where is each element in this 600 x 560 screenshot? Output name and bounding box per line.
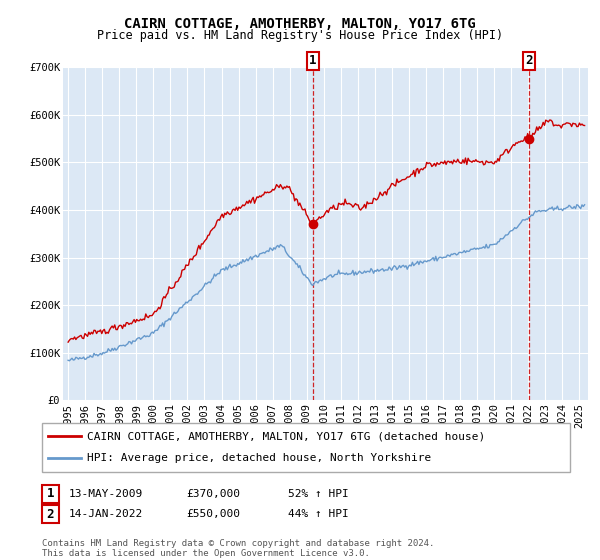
Text: 52% ↑ HPI: 52% ↑ HPI [288, 489, 349, 499]
Text: CAIRN COTTAGE, AMOTHERBY, MALTON, YO17 6TG: CAIRN COTTAGE, AMOTHERBY, MALTON, YO17 6… [124, 17, 476, 31]
Text: 2: 2 [47, 507, 54, 521]
Text: 44% ↑ HPI: 44% ↑ HPI [288, 509, 349, 519]
Text: 14-JAN-2022: 14-JAN-2022 [69, 509, 143, 519]
Text: 13-MAY-2009: 13-MAY-2009 [69, 489, 143, 499]
Text: HPI: Average price, detached house, North Yorkshire: HPI: Average price, detached house, Nort… [87, 453, 431, 463]
Text: CAIRN COTTAGE, AMOTHERBY, MALTON, YO17 6TG (detached house): CAIRN COTTAGE, AMOTHERBY, MALTON, YO17 6… [87, 431, 485, 441]
Text: 1: 1 [309, 54, 317, 67]
Text: Contains HM Land Registry data © Crown copyright and database right 2024.
This d: Contains HM Land Registry data © Crown c… [42, 539, 434, 558]
Text: £550,000: £550,000 [186, 509, 240, 519]
Text: 1: 1 [47, 487, 54, 501]
Text: 2: 2 [525, 54, 533, 67]
Text: £370,000: £370,000 [186, 489, 240, 499]
Text: Price paid vs. HM Land Registry's House Price Index (HPI): Price paid vs. HM Land Registry's House … [97, 29, 503, 42]
